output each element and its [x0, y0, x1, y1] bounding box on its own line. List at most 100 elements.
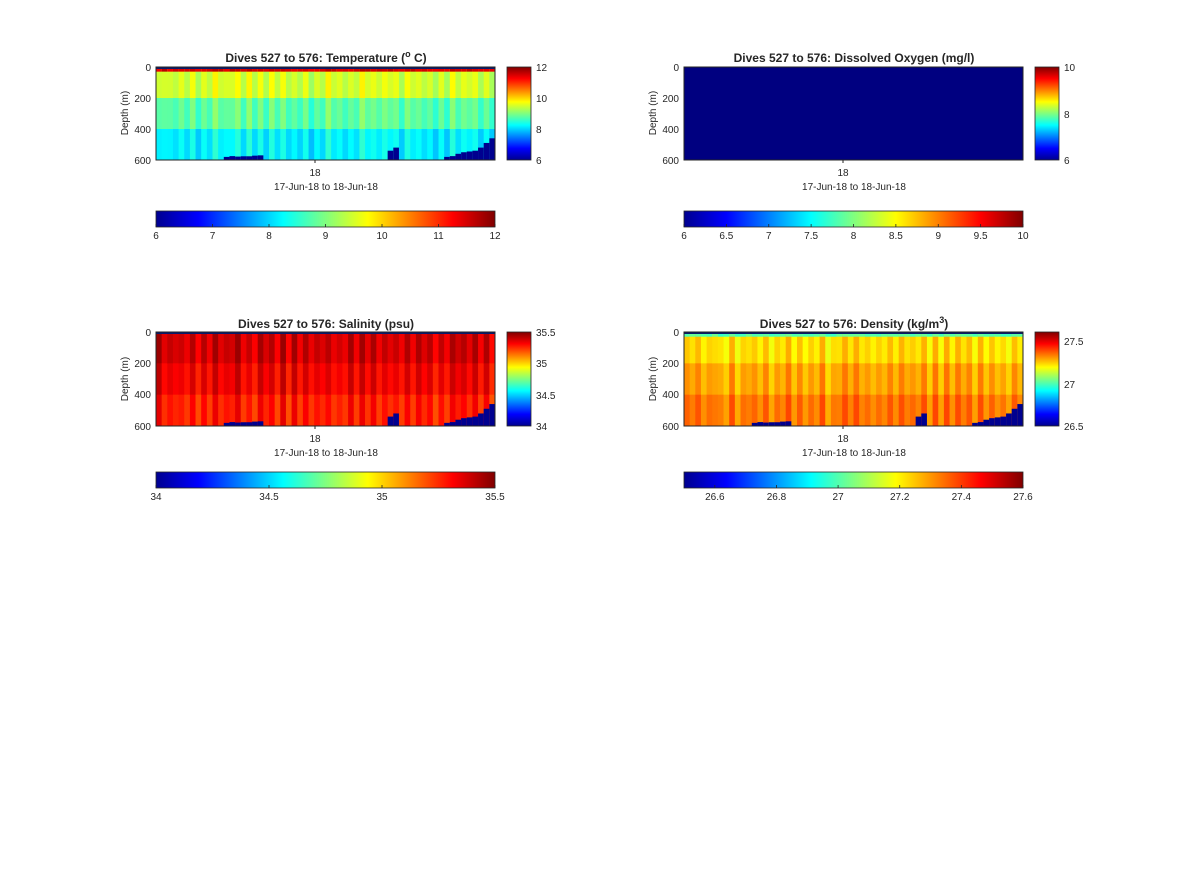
heatmap-cell [876, 394, 883, 427]
heatmap-surface-cell [746, 332, 753, 337]
heatmap-cell [172, 67, 179, 99]
seafloor-mask [461, 152, 468, 160]
heatmap-cell [393, 67, 400, 99]
seafloor-mask [235, 422, 242, 426]
heatmap-cell [893, 394, 900, 427]
heatmap-surface-cell [432, 67, 439, 72]
x-tick-label: 18 [837, 168, 849, 179]
heatmap-cell [712, 394, 719, 427]
heatmap-cell [432, 394, 439, 427]
seafloor-mask [1017, 404, 1024, 426]
heatmap-cell [161, 98, 168, 130]
heatmap-cell [387, 332, 394, 364]
heatmap-cell [893, 363, 900, 396]
colorbar-tick-label: 35.5 [536, 328, 556, 339]
heatmap-cell [257, 332, 264, 364]
heatmap-cell [853, 332, 860, 364]
colorbar-tick-label: 10 [1064, 63, 1076, 74]
heatmap-surface-cell [393, 67, 400, 72]
heatmap-cell [870, 394, 877, 427]
heatmap-cell [172, 363, 179, 396]
heatmap-cell [206, 394, 213, 427]
bottom-colorbar-tick-label: 26.8 [767, 492, 787, 503]
heatmap-surface-cell [887, 332, 894, 337]
heatmap-cell [319, 98, 326, 130]
heatmap-cell [740, 394, 747, 427]
heatmap-cell [768, 394, 775, 427]
heatmap-cell [432, 129, 439, 161]
seafloor-mask [989, 418, 996, 426]
bottom-colorbar-ticks: 6 6.5 7 7.5 8 8.5 9 9.5 10 [681, 224, 1029, 242]
heatmap-surface-cell [246, 67, 253, 72]
heatmap-cell [342, 129, 349, 161]
heatmap-cell [949, 394, 956, 427]
heatmap-cell [342, 98, 349, 130]
heatmap-cell [938, 332, 945, 364]
seafloor-mask [1000, 416, 1007, 426]
side-colorbar [506, 331, 532, 427]
y-tick-label: 600 [662, 156, 679, 167]
seafloor-mask [223, 422, 230, 426]
heatmap-cell [421, 129, 428, 161]
bottom-colorbar-tick-label: 9.5 [974, 231, 988, 242]
heatmap-cell [302, 67, 309, 99]
heatmap-cell [415, 129, 422, 161]
heatmap-cell [297, 332, 304, 364]
heatmap-surface-cell [161, 67, 168, 72]
heatmap-cell [466, 67, 473, 99]
heatmap-cell [802, 394, 809, 427]
heatmap-cell [246, 129, 253, 161]
heatmap-cell [212, 363, 219, 396]
bottom-colorbar-tick-label: 27.2 [890, 492, 910, 503]
bottom-colorbar-tick-label: 7 [766, 231, 772, 242]
heatmap-cell [842, 363, 849, 396]
heatmap-surface-cell [830, 332, 837, 337]
heatmap-cell [280, 67, 287, 99]
x-axis-label: 17-Jun-18 to 18-Jun-18 [274, 182, 378, 193]
seafloor-mask [472, 416, 479, 426]
heatmap-cell [797, 394, 804, 427]
heatmap-surface-cell [427, 67, 434, 72]
heatmap-cell [421, 363, 428, 396]
heatmap-cell [302, 332, 309, 364]
heatmap-cell [314, 394, 321, 427]
heatmap-cell [932, 332, 939, 364]
heatmap-cell [161, 129, 168, 161]
heatmap-cell [184, 129, 191, 161]
heatmap-cell [314, 98, 321, 130]
heatmap-cell [689, 332, 696, 364]
heatmap-cell [319, 394, 326, 427]
heatmap-cell [461, 363, 468, 396]
heatmap-cell [449, 67, 456, 99]
heatmap-surface-cell [189, 67, 196, 72]
plot-frame [155, 66, 496, 161]
heatmap-surface-cell [415, 67, 422, 72]
heatmap-cell [269, 394, 276, 427]
seafloor-mask [977, 422, 984, 426]
heatmap-cell [489, 67, 496, 99]
heatmap-cell [444, 332, 451, 364]
heatmap-cell [365, 363, 372, 396]
heatmap-cell [240, 98, 247, 130]
heatmap-cell [746, 394, 753, 427]
heatmap-cell [466, 394, 473, 427]
heatmap-cell [461, 67, 468, 99]
heatmap-cell [263, 332, 270, 364]
heatmap-cell [410, 394, 417, 427]
heatmap-surface-cell [938, 332, 945, 337]
heatmap-cell [331, 98, 338, 130]
heatmap-cell [342, 394, 349, 427]
heatmap-cell [156, 129, 163, 161]
heatmap-cell [353, 98, 360, 130]
heatmap-cell [336, 332, 343, 364]
heatmap-surface-cell [455, 67, 462, 72]
heatmap-cell [302, 98, 309, 130]
heatmap-cell [780, 332, 787, 364]
heatmap-cell [212, 332, 219, 364]
heatmap-cell [791, 363, 798, 396]
heatmap-cell [274, 129, 281, 161]
bottom-colorbar [683, 471, 1024, 489]
heatmap-cell [977, 363, 984, 396]
heatmap-cell [1000, 394, 1007, 427]
heatmap-cell [246, 67, 253, 99]
